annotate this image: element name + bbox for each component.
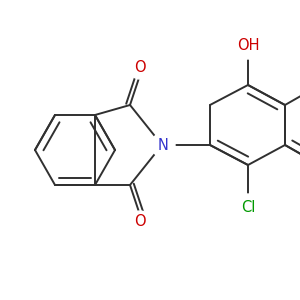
Circle shape [129,57,151,79]
Text: Cl: Cl [241,200,255,215]
Text: O: O [134,61,146,76]
Circle shape [234,31,262,59]
Circle shape [151,133,175,157]
Text: N: N [158,137,168,152]
Circle shape [129,211,151,233]
Text: O: O [134,214,146,230]
Circle shape [234,194,262,222]
Text: OH: OH [237,38,259,52]
